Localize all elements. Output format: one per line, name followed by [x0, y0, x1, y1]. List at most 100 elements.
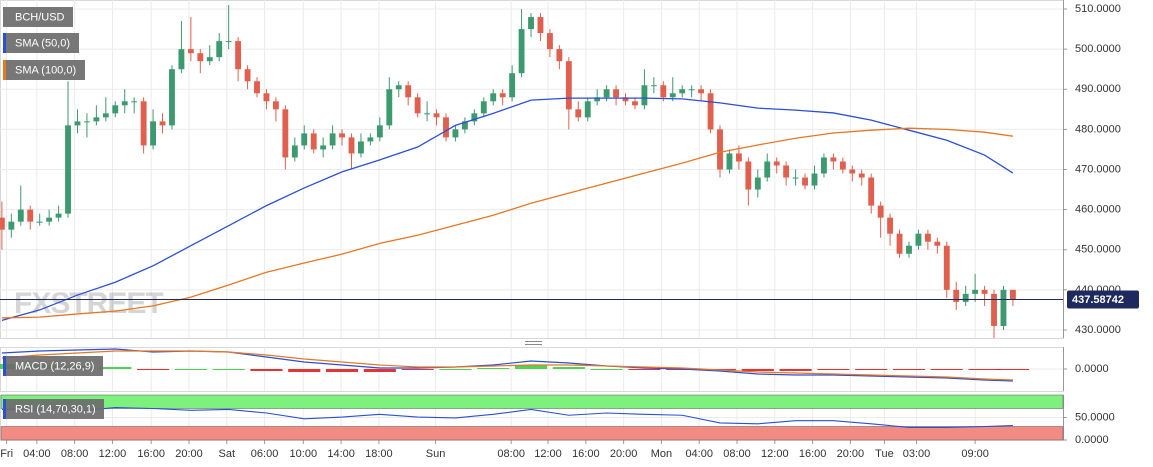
candle-body: [17, 209, 24, 222]
last-price-label: 437.58742: [1072, 294, 1124, 306]
candle-body: [471, 113, 478, 122]
candle-body: [518, 29, 525, 74]
x-tick-label: 08:00: [61, 448, 89, 460]
x-tick-label: Sat: [219, 448, 236, 460]
macd-histogram-bar: [968, 369, 1001, 370]
macd-histogram-bar: [363, 369, 396, 372]
candle-body: [8, 221, 15, 230]
candle-body: [169, 69, 175, 126]
candle-body: [27, 209, 34, 222]
macd-histogram-bar: [930, 369, 963, 370]
y-tick-label: 510.0000: [1075, 3, 1121, 15]
y-tick-label: 490.0000: [1075, 83, 1121, 95]
candle-body: [55, 213, 62, 218]
x-tick-label: 16:00: [572, 448, 600, 460]
candle-body: [556, 49, 563, 62]
candle-body: [93, 117, 100, 122]
macd-histogram-bar: [996, 369, 1029, 370]
candle-body: [868, 177, 875, 206]
candle-body: [65, 125, 71, 214]
macd-histogram-bar: [439, 369, 472, 370]
candle-body: [858, 173, 865, 178]
macd-histogram-bar: [99, 367, 132, 369]
candle-body: [622, 97, 629, 102]
candle-body: [565, 61, 572, 110]
x-tick-label: 12:00: [99, 448, 127, 460]
legend-box: [3, 7, 73, 27]
legend-swatch: [3, 33, 6, 53]
y-tick-label: 470.0000: [1075, 163, 1121, 175]
candle-body: [112, 105, 119, 114]
candle-body: [272, 101, 279, 110]
y-tick-label: 480.0000: [1075, 123, 1121, 135]
candle-body: [263, 93, 270, 102]
candle-body: [282, 109, 289, 158]
candle-body: [839, 161, 846, 170]
candle-body: [613, 89, 619, 98]
candle-body: [821, 157, 827, 174]
candle-body: [972, 289, 979, 294]
candle-body: [254, 81, 260, 94]
candle-body: [717, 129, 723, 170]
candle-body: [735, 153, 742, 162]
candle-body: [424, 113, 431, 115]
candle-body: [811, 173, 818, 186]
candle-body: [924, 233, 931, 242]
legend-swatch: [3, 60, 6, 80]
candle-body: [452, 129, 459, 138]
candle-body: [603, 89, 610, 98]
candle-body: [187, 49, 194, 54]
legend-label: RSI (14,70,30,1): [15, 403, 96, 415]
legend-label: BCH/USD: [15, 11, 65, 23]
watermark: FXSTREET: [14, 287, 163, 320]
legend-box: [3, 33, 79, 53]
candle-body: [121, 101, 128, 106]
candle-body: [1009, 289, 1016, 300]
x-tick-label: 12:00: [534, 448, 562, 460]
x-tick-label: 06:00: [251, 448, 279, 460]
sma-line: [1, 127, 1014, 319]
candle-body: [896, 233, 903, 254]
candle-body: [660, 85, 667, 98]
macd-histogram-bar: [590, 369, 623, 370]
candle-body: [632, 101, 638, 106]
x-tick-label: 14:00: [327, 448, 355, 460]
x-tick-label: 08:00: [723, 448, 751, 460]
candle-body: [943, 245, 950, 290]
y-tick-label: 50.0000: [1075, 411, 1115, 423]
macd-histogram-bar: [401, 369, 434, 370]
candle-body: [953, 289, 960, 302]
candle-body: [754, 177, 761, 190]
macd-histogram-bar: [174, 369, 207, 370]
x-tick-label: 20:00: [837, 448, 865, 460]
candle-body: [906, 245, 912, 254]
candle-body: [698, 89, 705, 94]
y-tick-label: 0.0000: [1075, 434, 1109, 446]
candle-body: [178, 49, 185, 70]
candle-body: [773, 161, 780, 166]
candle-body: [726, 153, 733, 170]
candle-body: [764, 161, 771, 178]
y-tick-label: 500.0000: [1075, 43, 1121, 55]
legend-label: MACD (12,26,9): [15, 360, 94, 372]
legend-item: MACD (12,26,9): [3, 356, 103, 376]
macd-histogram-bar: [477, 368, 510, 369]
y-tick-label: 450.0000: [1075, 244, 1121, 256]
candle-body: [395, 85, 402, 90]
candle-body: [688, 89, 695, 91]
macd-histogram-bar: [250, 369, 283, 371]
candle-body: [1000, 289, 1007, 326]
legend-swatch: [3, 356, 6, 376]
candle-body: [546, 33, 553, 50]
candle-body: [707, 93, 714, 130]
candle-body: [225, 41, 232, 43]
macd-histogram-bar: [325, 369, 359, 372]
candle-body: [499, 93, 506, 98]
candle-body: [641, 85, 648, 106]
candle-body: [745, 161, 752, 190]
candle-body: [0, 217, 5, 230]
macd-histogram-bar: [288, 369, 321, 372]
candle-body: [887, 217, 894, 234]
candle-body: [376, 125, 383, 138]
